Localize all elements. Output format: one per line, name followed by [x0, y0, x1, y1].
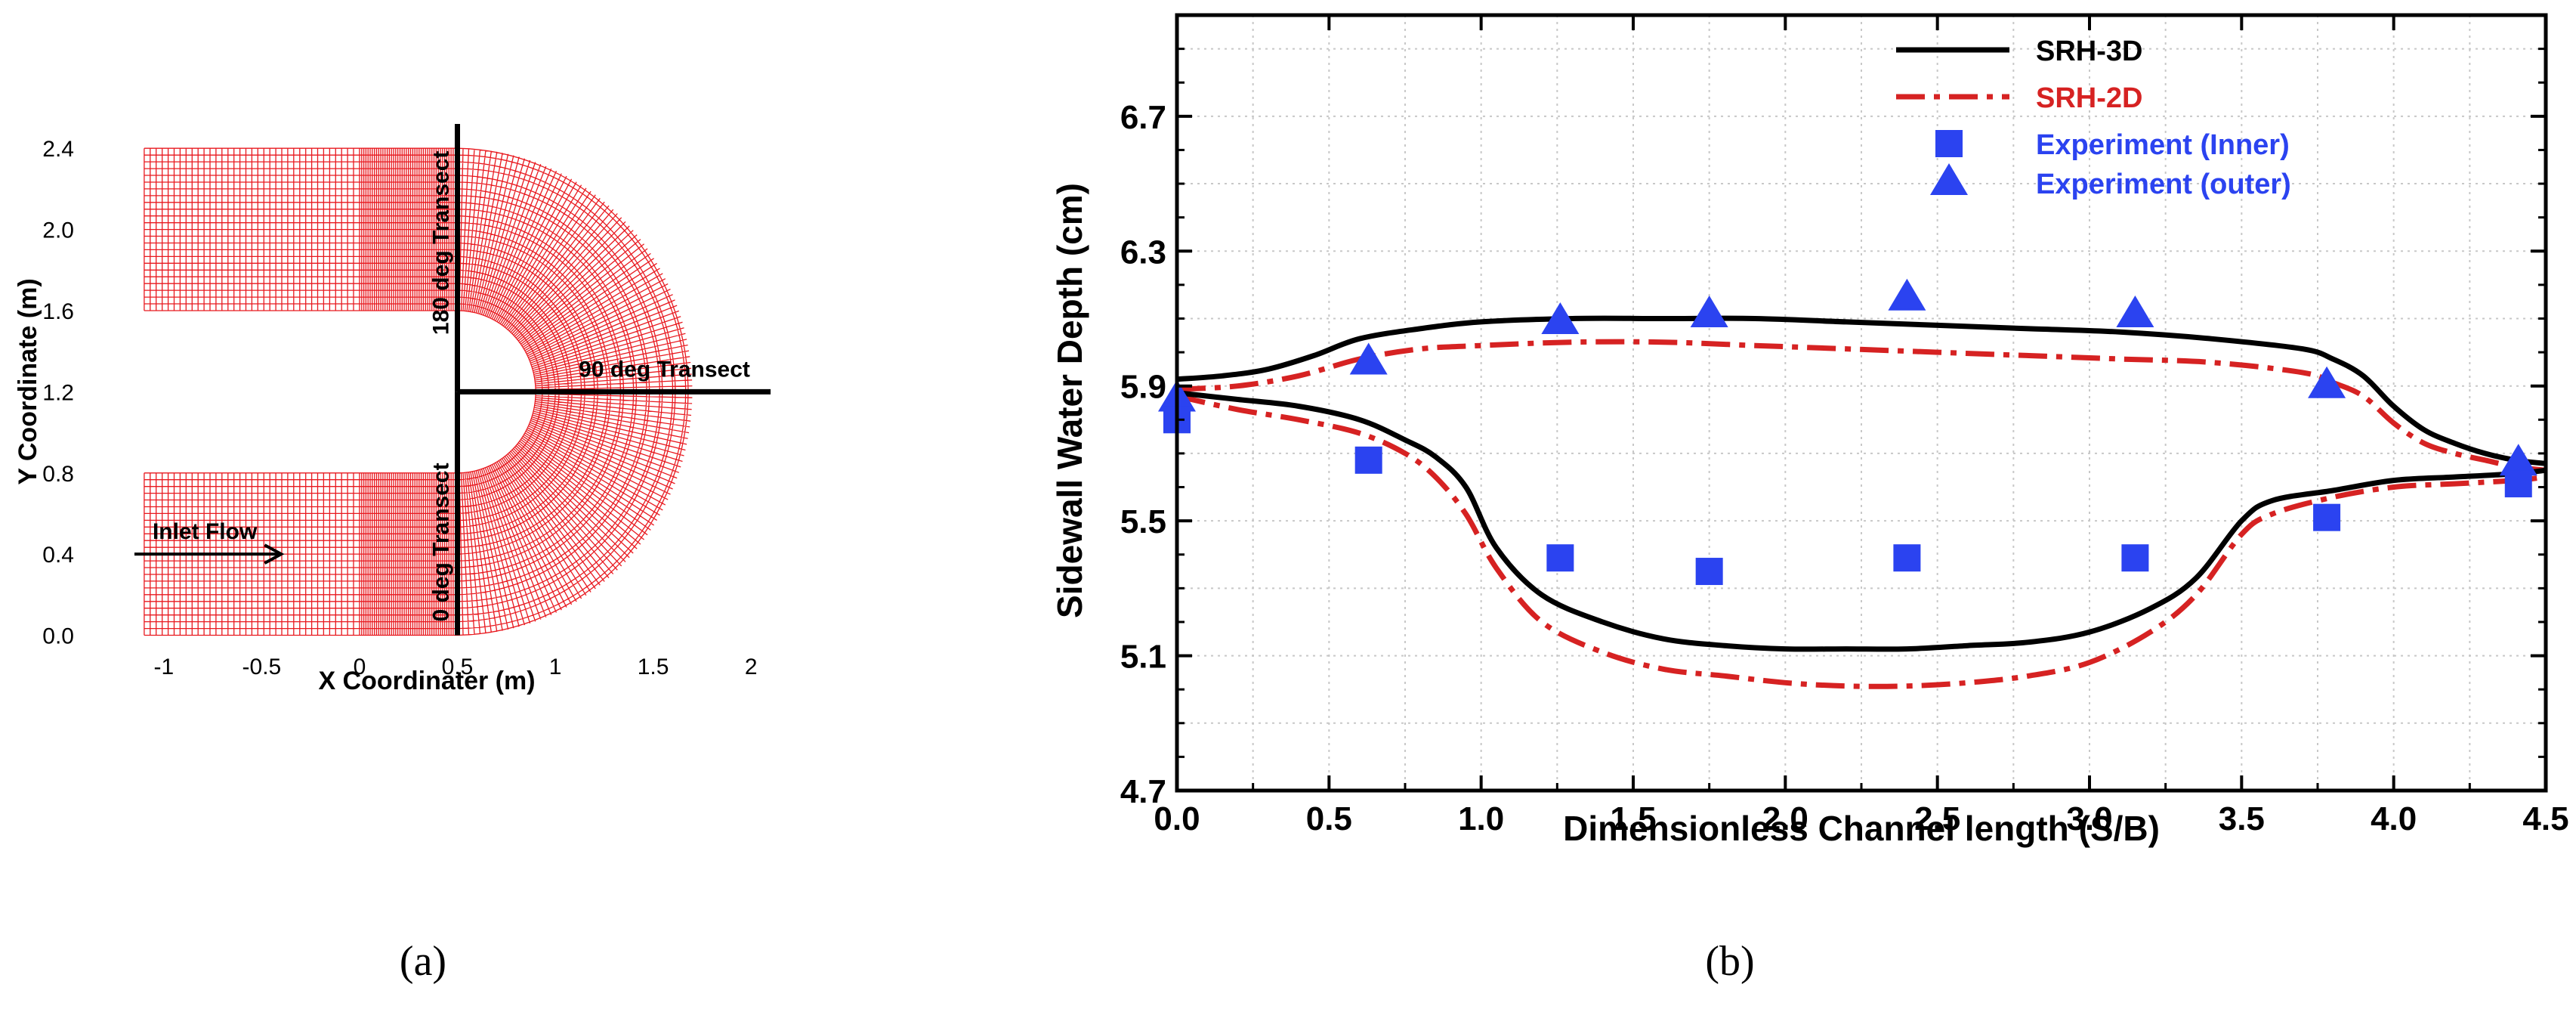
x-tick-label: 3.5	[2219, 800, 2265, 837]
legend-swatch-experiment-inner	[1935, 130, 1963, 157]
transect-annotations: 0 deg Transect 180 deg Transect 90 deg T…	[134, 124, 771, 636]
y-tick-label: 6.7	[1120, 99, 1166, 136]
series-srh-3d-curve-2	[1176, 390, 2547, 652]
x-tick-label: 0.0	[1154, 800, 1200, 837]
x-tick-label: 2.5	[1914, 800, 1960, 837]
panel-a-x-tick-labels: -1 -0.5 0 0.5 1 1.5 2	[153, 655, 757, 679]
series-experiment-outer-point	[2116, 296, 2154, 328]
x-tick-label: 2.0	[1762, 800, 1808, 837]
x-tick-label: 1.5	[1610, 800, 1656, 837]
y-tick-label: 4.7	[1120, 773, 1166, 810]
series-experiment-inner-point	[2504, 470, 2532, 498]
panel-b-legend: SRH-3D SRH-2D Experiment (Inner) Experiment…	[1896, 36, 2291, 200]
panel-a-y-tick-labels: 0.0 0.4 0.8 1.2 1.6 2.0 2.4	[42, 137, 74, 648]
legend-label-experiment-outer: Experiment (outer)	[2036, 169, 2291, 200]
transect-180-label: 180 deg Transect	[429, 151, 454, 335]
y-tick-label: 6.3	[1120, 234, 1166, 271]
inlet-flow-arrowhead	[264, 543, 285, 565]
legend-label-srh-2d: SRH-2D	[2036, 82, 2142, 114]
x-tick-label: 0.5	[1306, 800, 1352, 837]
series-experiment-outer-point	[2499, 444, 2537, 476]
transect-90-label: 90 deg Transect	[579, 357, 750, 382]
panel-b-water-depth-chart: 0.0 0.5 1.0 1.5 2.0 2.5 3.0 3.5 4.0 4.5 4.7 5.1 5.5…	[1050, 13, 2569, 985]
y-tick-label: 5.5	[1120, 503, 1166, 540]
panel-b-x-axis-label: Dimensionless Channel length (S/B)	[1563, 809, 2160, 848]
transect-0-label: 0 deg Transect	[429, 463, 454, 621]
legend-label-srh-3d: SRH-3D	[2036, 36, 2142, 67]
y-tick-label: 1.6	[42, 299, 74, 324]
series-experiment-outer-point	[1349, 342, 1388, 375]
series-experiment-inner-point	[1354, 446, 1382, 474]
x-tick-label: 0	[354, 655, 366, 679]
legend-swatch-experiment-outer	[1930, 163, 1968, 195]
y-tick-label: 5.1	[1120, 639, 1166, 676]
series-srh-3d-curve-1	[1176, 315, 2547, 466]
series-srh-2d-curve-1	[1176, 339, 2547, 473]
x-tick-label: 4.0	[2371, 800, 2417, 837]
panel-b-tick-marks	[1175, 14, 2547, 792]
y-tick-label: 5.9	[1120, 369, 1166, 406]
panel-b-x-tick-labels: 0.0 0.5 1.0 1.5 2.0 2.5 3.0 3.5 4.0 4.5	[1154, 800, 2568, 837]
y-tick-label: 0.0	[42, 624, 74, 649]
series-experiment-outer-point	[1888, 278, 1926, 311]
panel-b-y-tick-labels: 4.7 5.1 5.5 5.9 6.3 6.7	[1120, 99, 1166, 810]
series-experiment-inner-point	[1546, 544, 1574, 572]
series-srh-2d-curve-2	[1176, 393, 2547, 689]
inlet-flow-label: Inlet Flow	[153, 519, 258, 544]
panel-b-series	[1158, 278, 2547, 689]
panel-b-y-axis-label: Sidewall Water Depth (cm)	[1050, 183, 1089, 618]
panel-b-gridlines	[1177, 15, 2546, 791]
series-experiment-inner-point	[2313, 503, 2341, 531]
y-tick-label: 1.2	[42, 380, 74, 405]
x-tick-label: 0.5	[442, 655, 474, 679]
legend-label-experiment-inner: Experiment (Inner)	[2036, 129, 2290, 161]
panel-a-mesh-diagram: -1 -0.5 0 0.5 1 1.5 2 0.0 0.4 0.8 1.2 1.6 2.0 2.4 0 …	[14, 124, 771, 985]
panel-a-caption: (a)	[400, 938, 446, 985]
x-tick-label: 1.0	[1458, 800, 1504, 837]
y-tick-label: 2.4	[42, 137, 74, 162]
x-tick-label: 1.5	[638, 655, 669, 679]
panel-b-caption: (b)	[1705, 938, 1754, 985]
y-tick-label: 0.8	[42, 462, 74, 487]
panel-a-y-axis-label: Y Coordinate (m)	[14, 278, 42, 484]
series-experiment-inner-point	[1893, 544, 1921, 572]
panel-a-x-axis-label: X Coordinater (m)	[318, 667, 535, 695]
x-tick-label: 4.5	[2522, 800, 2568, 837]
x-tick-label: -1	[153, 655, 174, 679]
series-experiment-outer-point	[2308, 366, 2346, 398]
x-tick-label: -0.5	[242, 655, 282, 679]
series-experiment-outer-point	[1690, 296, 1728, 328]
x-tick-label: 3.0	[2066, 800, 2112, 837]
y-tick-label: 2.0	[42, 218, 74, 243]
x-tick-label: 1	[549, 655, 562, 679]
series-experiment-inner-point	[2121, 544, 2149, 572]
y-tick-label: 0.4	[42, 543, 74, 568]
series-experiment-inner-point	[1695, 558, 1723, 586]
x-tick-label: 2	[745, 655, 758, 679]
series-experiment-outer-point	[1541, 302, 1580, 334]
